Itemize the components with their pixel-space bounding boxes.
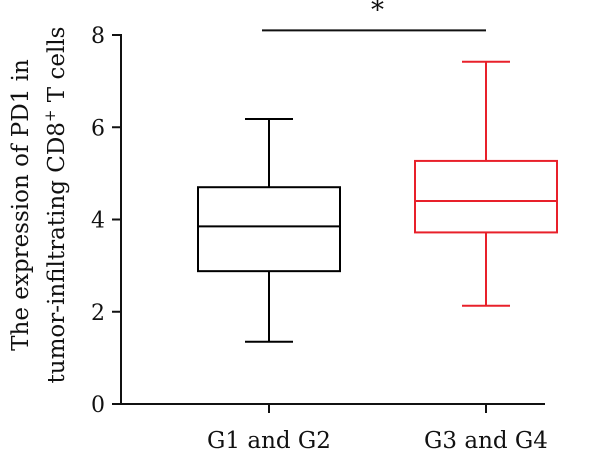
boxes	[197, 60, 558, 343]
y-axis-label-line2: tumor-infiltrating CD8+ T cells	[41, 27, 70, 384]
significance-asterisk: *	[371, 0, 384, 25]
y-axis-label: The expression of PD1 in tumor-infiltrat…	[8, 27, 70, 384]
y-axis-label-line2-b: T cells	[44, 27, 70, 110]
x-category-label: G3 and G4	[424, 428, 548, 453]
y-axis-label-superscript: +	[41, 109, 59, 122]
interquartile-box	[414, 159, 558, 234]
y-tick-label: 8	[91, 24, 105, 49]
y-tick-label: 2	[91, 301, 105, 326]
x-category-label: G1 and G2	[207, 428, 331, 453]
significance-annotation: *	[262, 0, 486, 32]
box-2	[414, 60, 558, 307]
y-tick-label: 0	[91, 393, 105, 418]
axes: 0 2 4 6 8 G1 and G2 G3 and G4	[91, 24, 548, 453]
interquartile-box	[197, 186, 341, 273]
y-tick-label: 4	[91, 209, 105, 234]
y-axis-label-line2-a: tumor-infiltrating CD8	[44, 122, 70, 383]
box-1	[197, 117, 341, 343]
y-tick-label: 6	[91, 116, 105, 141]
y-axis-label-line1: The expression of PD1 in	[8, 59, 34, 351]
